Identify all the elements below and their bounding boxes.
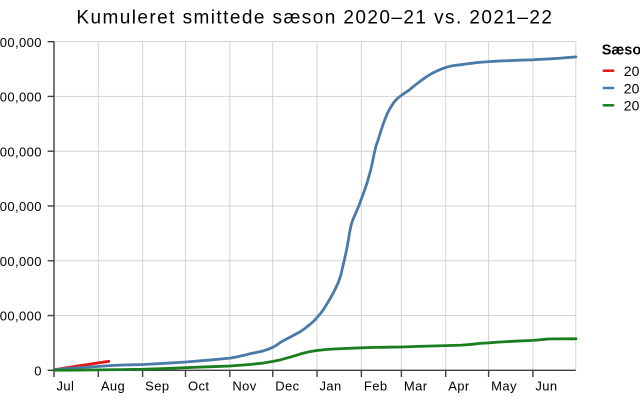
svg-text:1,000,000: 1,000,000: [0, 254, 42, 269]
svg-text:1,500,000: 1,500,000: [0, 199, 42, 214]
svg-text:Nov: Nov: [232, 379, 256, 394]
svg-text:Aug: Aug: [101, 379, 125, 394]
svg-text:Jul: Jul: [57, 379, 75, 394]
svg-text:Dec: Dec: [275, 379, 299, 394]
svg-text:0: 0: [34, 363, 42, 378]
svg-text:2,000,000: 2,000,000: [0, 144, 42, 159]
svg-text:3,000,000: 3,000,000: [0, 35, 42, 50]
svg-text:Sæson: Sæson: [602, 42, 640, 58]
svg-text:Sep: Sep: [145, 379, 169, 394]
svg-text:Oct: Oct: [188, 379, 209, 394]
svg-text:2020–21: 2020–21: [624, 98, 640, 114]
svg-text:Mar: Mar: [404, 379, 428, 394]
svg-text:May: May: [491, 379, 517, 394]
svg-text:2,500,000: 2,500,000: [0, 90, 42, 105]
svg-text:Kumuleret smittede sæson 2020–: Kumuleret smittede sæson 2020–21 vs. 202…: [76, 7, 553, 28]
svg-text:Feb: Feb: [364, 379, 388, 394]
svg-text:Apr: Apr: [448, 379, 470, 394]
svg-text:Jun: Jun: [535, 379, 557, 394]
svg-text:2019–20: 2019–20: [624, 63, 640, 79]
svg-text:Jan: Jan: [320, 379, 342, 394]
svg-text:2021–22: 2021–22: [624, 80, 640, 96]
svg-text:500,000: 500,000: [0, 309, 42, 324]
